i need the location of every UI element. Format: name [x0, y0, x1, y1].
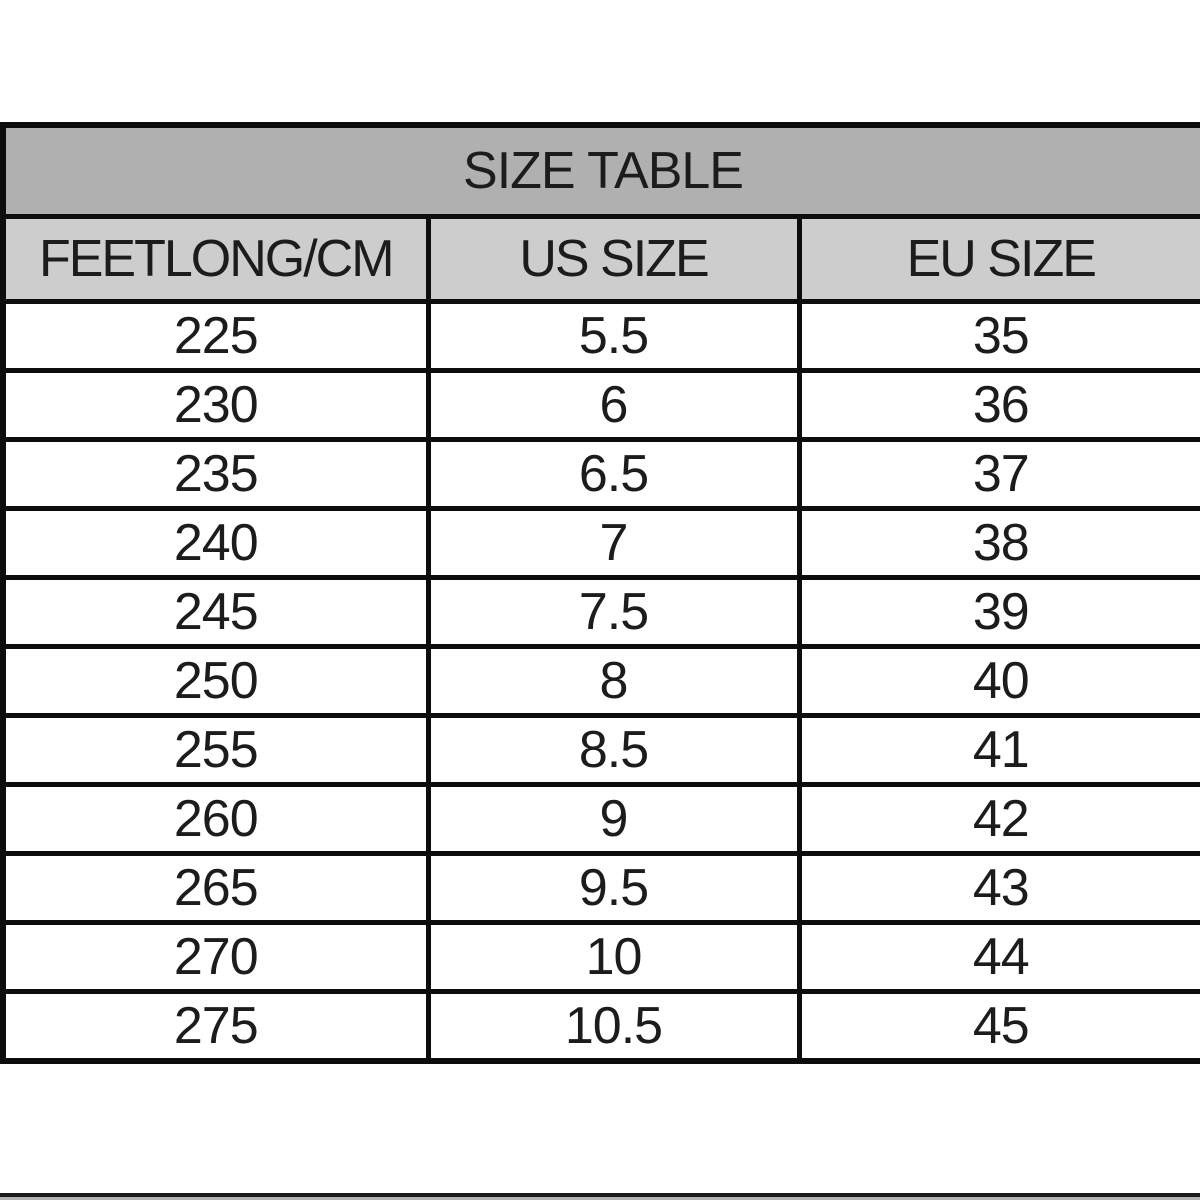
- cell-feetlong-cm: 265: [0, 851, 431, 925]
- table-row: 260 9 42: [0, 782, 1200, 856]
- table-row: 230 6 36: [0, 368, 1200, 442]
- size-table-body: 225 5.5 35 230 6 36 235 6.5 37 240 7 38 245 7.5 39 250 8…: [0, 299, 1200, 1064]
- cell-us-size: 7: [425, 506, 802, 580]
- cell-eu-size: 39: [796, 575, 1200, 649]
- cell-eu-size: 44: [796, 920, 1200, 994]
- title-row: SIZE TABLE: [0, 122, 1200, 219]
- cell-eu-size: 42: [796, 782, 1200, 856]
- table-row: 255 8.5 41: [0, 713, 1200, 787]
- table-row: 270 10 44: [0, 920, 1200, 994]
- table-row: 250 8 40: [0, 644, 1200, 718]
- cell-feetlong-cm: 240: [0, 506, 431, 580]
- cell-us-size: 10.5: [425, 989, 802, 1064]
- cell-eu-size: 37: [796, 437, 1200, 511]
- cell-us-size: 5.5: [425, 299, 802, 373]
- column-header-eu-size: EU SIZE: [796, 214, 1200, 304]
- cell-feetlong-cm: 275: [0, 989, 431, 1064]
- cell-feetlong-cm: 270: [0, 920, 431, 994]
- cell-us-size: 9: [425, 782, 802, 856]
- table-row: 225 5.5 35: [0, 299, 1200, 373]
- cell-eu-size: 35: [796, 299, 1200, 373]
- table-row: 240 7 38: [0, 506, 1200, 580]
- column-header-row: FEETLONG/CM US SIZE EU SIZE: [0, 214, 1200, 304]
- table-row: 235 6.5 37: [0, 437, 1200, 511]
- cell-us-size: 6.5: [425, 437, 802, 511]
- cell-eu-size: 36: [796, 368, 1200, 442]
- cell-eu-size: 40: [796, 644, 1200, 718]
- cell-feetlong-cm: 250: [0, 644, 431, 718]
- table-row: 275 10.5 45: [0, 989, 1200, 1064]
- cell-eu-size: 38: [796, 506, 1200, 580]
- bottom-edge-band: [0, 1193, 1200, 1200]
- cell-feetlong-cm: 255: [0, 713, 431, 787]
- cell-feetlong-cm: 245: [0, 575, 431, 649]
- cell-eu-size: 45: [796, 989, 1200, 1064]
- cell-us-size: 6: [425, 368, 802, 442]
- cell-us-size: 8: [425, 644, 802, 718]
- cell-eu-size: 43: [796, 851, 1200, 925]
- cell-feetlong-cm: 235: [0, 437, 431, 511]
- column-header-feetlong-cm: FEETLONG/CM: [0, 214, 431, 304]
- column-header-us-size: US SIZE: [425, 214, 802, 304]
- cell-feetlong-cm: 230: [0, 368, 431, 442]
- cell-us-size: 8.5: [425, 713, 802, 787]
- table-row: 245 7.5 39: [0, 575, 1200, 649]
- cell-feetlong-cm: 225: [0, 299, 431, 373]
- cell-us-size: 10: [425, 920, 802, 994]
- cell-us-size: 9.5: [425, 851, 802, 925]
- cell-us-size: 7.5: [425, 575, 802, 649]
- cell-eu-size: 41: [796, 713, 1200, 787]
- size-table: SIZE TABLE FEETLONG/CM US SIZE EU SIZE 2…: [0, 122, 1200, 1064]
- cell-feetlong-cm: 260: [0, 782, 431, 856]
- table-title: SIZE TABLE: [0, 122, 1200, 219]
- table-row: 265 9.5 43: [0, 851, 1200, 925]
